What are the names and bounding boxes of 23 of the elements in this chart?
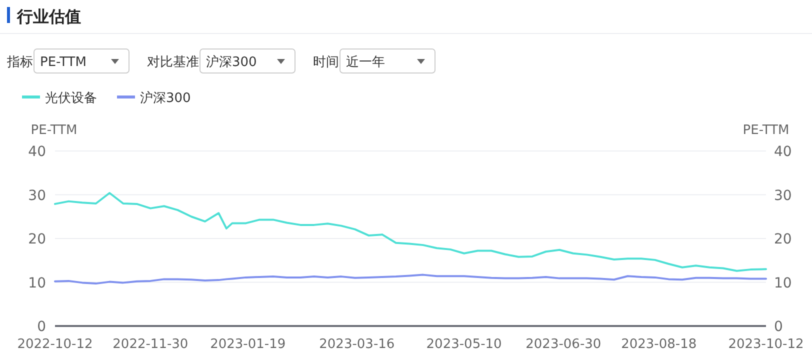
x-tick-label: 2023-05-10	[426, 337, 502, 352]
y2-axis-title: PE-TTM	[742, 123, 790, 138]
y-tick-label: 30	[28, 188, 46, 204]
x-tick-label: 2023-03-16	[319, 337, 395, 352]
x-tick-label: 2023-01-19	[210, 337, 286, 352]
legend-label: 沪深300	[140, 90, 191, 106]
y2-tick-label: 30	[774, 188, 792, 204]
y-tick-label: 40	[28, 144, 46, 160]
x-tick-label: 2022-11-30	[112, 337, 188, 352]
y2-tick-label: 0	[774, 319, 783, 335]
x-tick-label: 2022-10-12	[17, 337, 93, 352]
title: 行业估值	[7, 7, 81, 26]
y2-tick-label: 20	[774, 232, 792, 248]
x-tick-label: 2023-10-12	[728, 337, 804, 352]
x-tick-label: 2023-06-30	[526, 337, 602, 352]
y2-tick-label: 40	[774, 144, 792, 160]
y-axis-title: PE-TTM	[30, 123, 78, 138]
y-tick-label: 0	[37, 319, 46, 335]
x-tick-label: 2023-08-18	[621, 337, 697, 352]
legend-label: 光伏设备	[45, 91, 97, 106]
y-tick-label: 10	[28, 275, 46, 292]
y2-tick-label: 10	[774, 275, 792, 292]
y-tick-label: 20	[28, 232, 46, 248]
